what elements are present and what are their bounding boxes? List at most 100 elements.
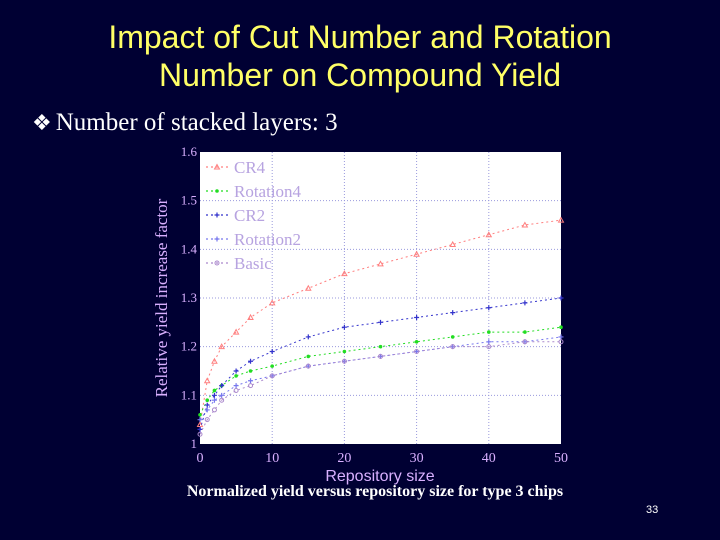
data-point [487, 330, 491, 334]
bullet-text: Number of stacked layers: 3 [55, 109, 338, 136]
data-point [214, 236, 220, 242]
data-point [305, 363, 311, 369]
data-point [204, 402, 210, 408]
data-point [214, 260, 220, 266]
x-tick-label: 0 [197, 451, 204, 466]
y-tick-label: 1.1 [181, 387, 197, 402]
data-point [413, 250, 420, 257]
slide-title-line-2: Number on Compound Yield [158, 57, 561, 93]
data-point [233, 383, 239, 389]
legend-label: CR2 [234, 206, 265, 225]
y-tick-label: 1.2 [181, 339, 197, 354]
legend-entry: Rotation2 [206, 230, 301, 249]
data-point [268, 299, 276, 306]
data-point [218, 343, 226, 350]
data-point [248, 369, 253, 373]
data-point [248, 358, 254, 364]
axis-ticks: 0 10 20 30 40 50 1 1.1 1.2 1.3 1.4 1.5 1.6 [181, 144, 568, 466]
series-line [199, 326, 562, 416]
data-point [197, 417, 203, 423]
x-tick-label: 20 [337, 451, 351, 466]
data-point [522, 300, 528, 306]
data-point [486, 339, 492, 345]
series-line [199, 219, 562, 425]
data-point [247, 313, 254, 320]
data-point [270, 364, 274, 368]
data-point [558, 334, 564, 340]
data-point [211, 392, 217, 398]
data-point [414, 314, 420, 320]
data-point [211, 407, 217, 413]
data-point [558, 339, 564, 345]
data-point [204, 417, 210, 423]
data-point [557, 216, 565, 223]
slide-title: Impact of Cut Number and Rotation Number… [0, 18, 720, 94]
data-point [197, 431, 203, 437]
data-point [450, 310, 456, 316]
data-point [304, 284, 312, 291]
legend-entry: Basic [206, 254, 272, 273]
data-point [305, 334, 311, 340]
data-point [450, 344, 456, 350]
data-point [306, 354, 311, 359]
series-cr2 [197, 295, 564, 432]
legend-entry: CR2 [206, 206, 265, 225]
data-point [414, 340, 419, 344]
yield-chart: 0 10 20 30 40 50 1 1.1 1.2 1.3 1.4 1.5 1.6 CR4 Rotati… [152, 144, 568, 485]
figure-caption: Normalized yield versus repository size … [186, 483, 564, 500]
bullet-point: ❖ Number of stacked layers: 3 [32, 108, 338, 138]
data-point [378, 319, 383, 325]
y-tick-label: 1.5 [181, 193, 197, 208]
legend-label: Rotation4 [234, 182, 302, 201]
diamond-bullet-icon: ❖ [32, 110, 52, 135]
data-point [449, 240, 457, 247]
y-tick-label: 1 [191, 436, 198, 451]
x-tick-label: 50 [554, 451, 568, 466]
data-point [219, 397, 225, 403]
data-point [197, 426, 203, 432]
data-point [378, 344, 383, 349]
x-tick-label: 10 [265, 451, 279, 466]
y-tick-label: 1.4 [181, 241, 198, 256]
series-basic [197, 339, 564, 437]
data-point [212, 388, 217, 393]
data-point [198, 413, 202, 417]
data-point [559, 325, 563, 329]
x-tick-label: 40 [482, 451, 496, 466]
data-point [234, 374, 238, 378]
data-point [521, 221, 529, 228]
data-point [248, 378, 254, 384]
data-point [233, 368, 239, 374]
data-point [341, 270, 348, 277]
data-point [522, 339, 528, 345]
data-point [378, 353, 383, 359]
y-tick-label: 1.3 [181, 290, 197, 305]
page-number: 33 [646, 504, 659, 516]
legend-label: Basic [234, 254, 272, 273]
data-point [213, 163, 221, 170]
data-point [558, 295, 564, 301]
data-point [233, 387, 239, 393]
legend-entry: Rotation4 [206, 182, 302, 201]
data-series [196, 216, 565, 437]
data-point [211, 357, 218, 364]
grid-lines [200, 152, 561, 444]
data-point [450, 335, 455, 339]
data-point [523, 330, 527, 334]
data-point [215, 189, 219, 193]
legend-entry: CR4 [206, 158, 266, 177]
data-point [269, 373, 275, 379]
data-point [219, 392, 225, 398]
data-point [342, 349, 347, 354]
data-point [204, 407, 210, 413]
data-point [219, 383, 225, 389]
chart-legend: CR4 Rotation4 CR2 Rotation2 Basic [206, 158, 302, 273]
x-axis-label: Repository size [325, 468, 434, 485]
data-point [486, 305, 492, 311]
data-point [377, 260, 384, 267]
data-point [341, 358, 347, 364]
data-point [203, 377, 211, 384]
legend-label: Rotation2 [234, 230, 301, 249]
data-point [205, 398, 210, 403]
data-point [214, 212, 220, 218]
